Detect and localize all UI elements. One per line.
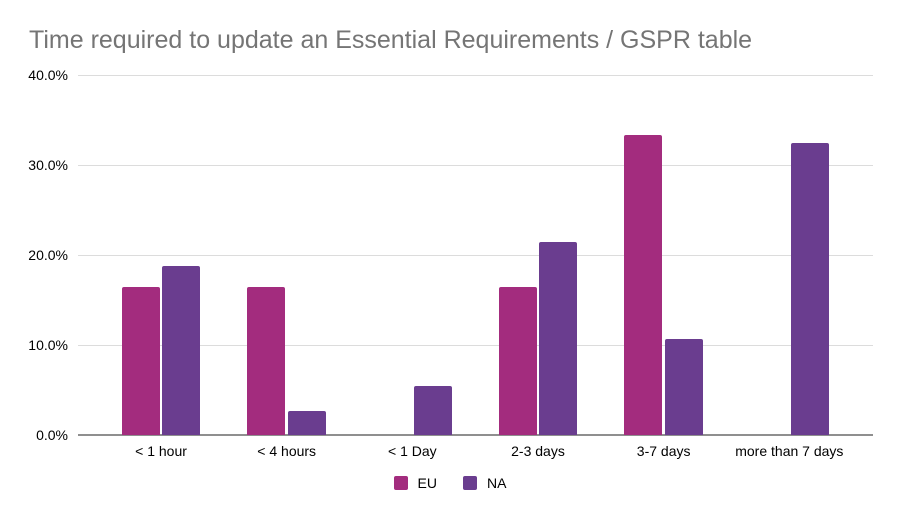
- gridline: [78, 165, 873, 166]
- na-bar: [790, 143, 829, 435]
- chart-title: Time required to update an Essential Req…: [29, 26, 753, 54]
- x-tick-label: more than 7 days: [735, 443, 844, 459]
- na-bar: [665, 338, 704, 435]
- bar-group: [475, 75, 601, 435]
- gridline: [78, 345, 873, 346]
- y-tick-label: 40.0%: [28, 67, 68, 83]
- y-tick-label: 10.0%: [28, 337, 68, 353]
- legend-label: EU: [417, 475, 437, 491]
- plot-area: [78, 75, 873, 436]
- legend-swatch-icon: [463, 476, 477, 490]
- bar-group: [601, 75, 727, 435]
- legend-item-eu: EU: [393, 475, 437, 491]
- x-tick-label: < 1 hour: [135, 443, 187, 459]
- x-tick-label: 2-3 days: [511, 443, 565, 459]
- bar-group: [350, 75, 476, 435]
- eu-bar: [247, 286, 286, 435]
- x-axis-line: [78, 434, 873, 436]
- y-tick-label: 30.0%: [28, 157, 68, 173]
- legend-item-na: NA: [463, 475, 506, 491]
- bar-group: [98, 75, 224, 435]
- bar-group: [224, 75, 350, 435]
- legend-swatch-icon: [393, 476, 408, 490]
- na-bar: [162, 265, 201, 435]
- legend: EU NA: [0, 475, 900, 491]
- y-tick-label: 0.0%: [36, 427, 68, 443]
- gridline: [78, 255, 873, 256]
- x-tick-label: < 1 Day: [388, 443, 437, 459]
- gridline: [78, 75, 873, 76]
- x-axis-labels: < 1 hour < 4 hours < 1 Day 2-3 days 3-7 days…: [78, 443, 873, 463]
- na-bar: [539, 241, 578, 435]
- x-tick-label: < 4 hours: [257, 443, 317, 459]
- bar-group: [727, 75, 853, 435]
- na-bar: [413, 386, 452, 435]
- na-bar: [288, 410, 327, 435]
- x-tick-label: 3-7 days: [636, 443, 691, 459]
- legend-label: NA: [487, 475, 507, 491]
- eu-bar: [624, 135, 663, 435]
- eu-bar: [121, 286, 160, 435]
- eu-bar: [498, 286, 537, 435]
- y-axis-labels: 40.0% 30.0% 20.0% 10.0% 0.0%: [0, 67, 70, 443]
- y-tick-label: 20.0%: [28, 247, 68, 263]
